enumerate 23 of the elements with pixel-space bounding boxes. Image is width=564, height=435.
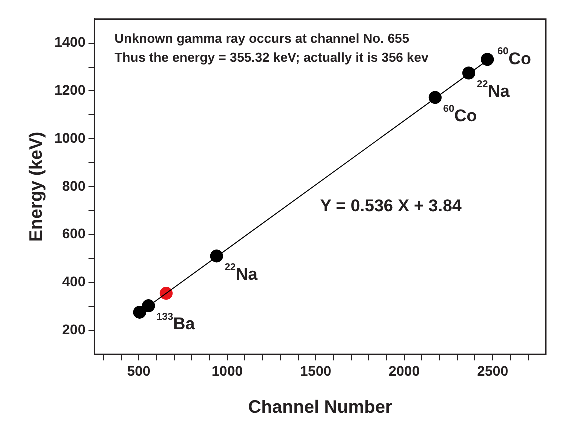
x-tick-label: 1500 (300, 362, 332, 379)
y-axis-title: Energy (keV) (26, 132, 46, 242)
y-tick-label: 1200 (54, 82, 86, 98)
annotation: Unknown gamma ray occurs at channel No. 655 (114, 30, 410, 46)
y-tick-label: 800 (62, 178, 86, 194)
x-tick-label: 1000 (212, 362, 244, 379)
y-tick-label: 600 (62, 226, 86, 242)
x-tick-label: 2000 (388, 362, 420, 379)
point (133, 306, 146, 319)
x-tick-label: 2500 (477, 362, 509, 379)
y-tick-label: 1000 (54, 130, 86, 146)
y-tick-label: 400 (62, 274, 86, 290)
point (481, 53, 494, 66)
point (142, 299, 156, 312)
x-tick-label: 500 (127, 362, 151, 379)
point (462, 66, 476, 80)
point (210, 250, 224, 263)
annotation: Thus the energy = 355.32 keV; actually it is 356 kev (114, 50, 430, 65)
y-tick-label: 200 (62, 322, 86, 338)
x-axis-title: Channel Number (248, 397, 392, 418)
annotation: Y = 0.536 X + 3.84 (320, 196, 462, 216)
point (428, 91, 442, 104)
y-tick-label: 1400 (54, 34, 86, 50)
